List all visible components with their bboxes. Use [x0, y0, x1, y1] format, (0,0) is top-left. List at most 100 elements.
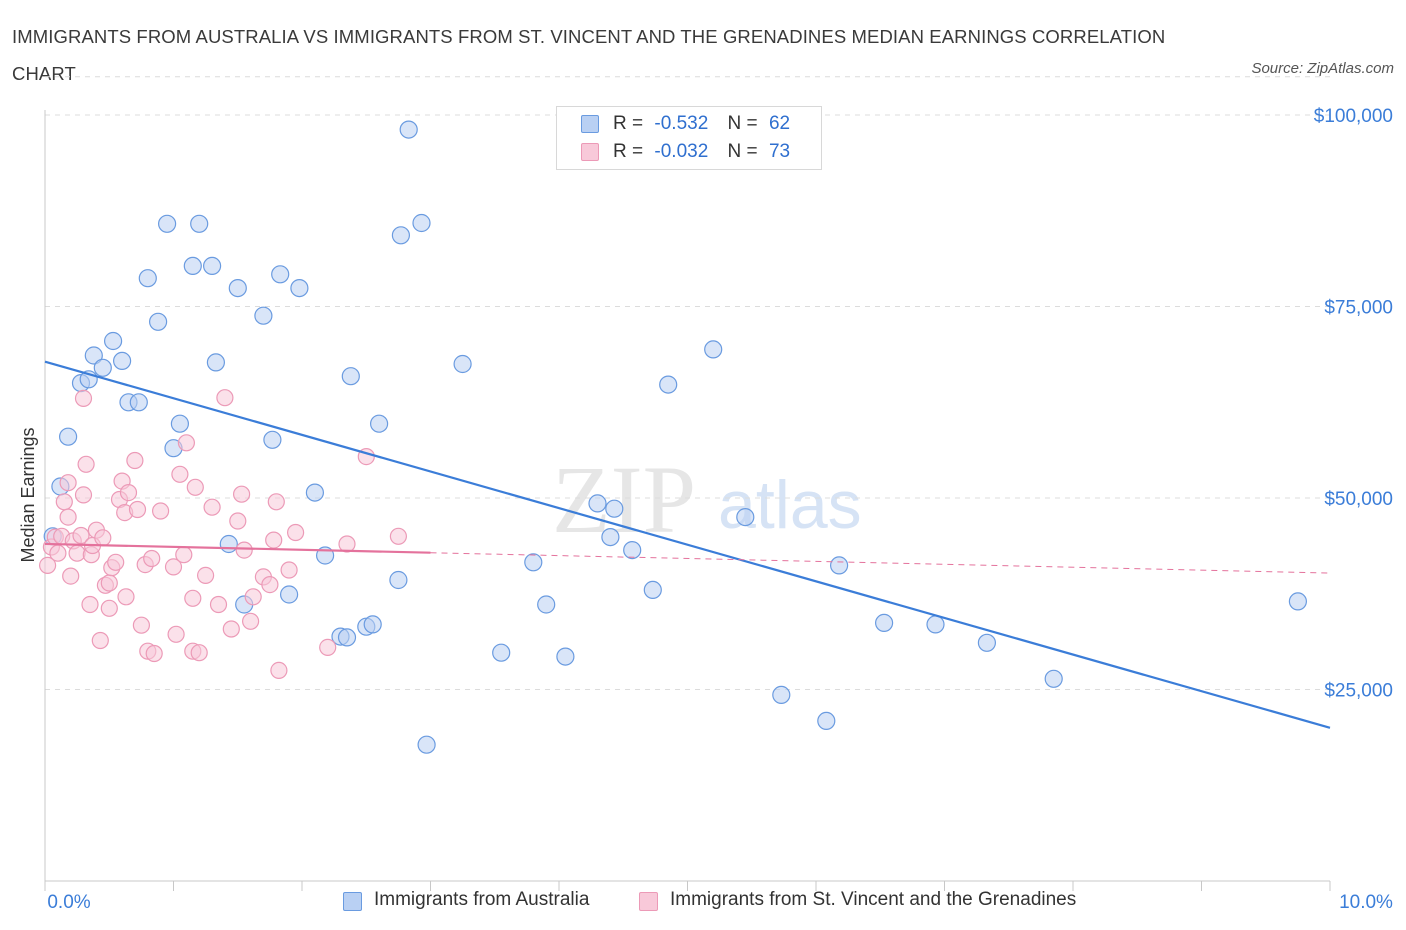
data-point — [164, 558, 183, 576]
trend-line-australia — [44, 360, 1331, 729]
axes — [44, 110, 1331, 891]
watermark-atlas: atlas — [718, 467, 862, 543]
data-point — [235, 541, 253, 559]
y-tick-label: $50,000 — [1324, 489, 1393, 510]
data-point — [117, 588, 135, 606]
data-point — [91, 631, 109, 650]
data-point — [186, 478, 204, 496]
data-point — [363, 615, 382, 634]
data-point — [244, 588, 262, 606]
data-point — [524, 553, 543, 572]
data-point — [138, 269, 157, 288]
data-point — [623, 540, 642, 560]
trend-line-st-vincent — [44, 542, 431, 554]
data-point — [492, 643, 511, 662]
data-point — [190, 644, 208, 662]
data-point — [38, 556, 57, 575]
data-point — [132, 616, 150, 634]
data-point — [267, 493, 285, 511]
data-point — [107, 553, 125, 571]
legend-n-label: N = — [727, 141, 758, 162]
series-st-vincent-points — [38, 389, 407, 680]
legend-n-value: 73 — [768, 141, 791, 162]
data-point — [271, 265, 290, 284]
data-point — [94, 529, 112, 547]
data-point — [175, 546, 193, 564]
legend-r-label: R = — [613, 113, 644, 134]
data-point — [391, 226, 410, 245]
legend-swatch-australia — [581, 115, 599, 133]
data-point — [588, 494, 607, 513]
data-points — [38, 120, 1308, 754]
data-point — [74, 486, 93, 504]
data-point — [817, 711, 836, 731]
series-australia-points — [43, 120, 1308, 754]
data-point — [197, 566, 215, 585]
data-point — [417, 735, 436, 754]
legend-swatch-australia — [343, 892, 362, 911]
data-point — [229, 512, 247, 530]
data-point — [74, 389, 93, 407]
data-point — [270, 661, 288, 680]
data-point — [228, 279, 247, 298]
data-point — [68, 544, 86, 562]
data-point — [829, 556, 849, 575]
legend-stats-australia: R = -0.532 N = 62 — [613, 113, 790, 135]
y-tick-labels: $25,000 $50,000 $75,000 $100,000 — [1314, 106, 1393, 702]
data-point — [129, 393, 148, 412]
chart-title: IMMIGRANTS FROM AUSTRALIA VS IMMIGRANTS … — [12, 26, 1166, 84]
data-point — [49, 544, 67, 562]
legend-r-label: R = — [613, 141, 644, 162]
data-point — [222, 620, 240, 638]
y-tick-label: $25,000 — [1324, 681, 1393, 702]
source-label: Source: ZipAtlas.com — [1251, 60, 1394, 77]
data-point — [601, 527, 620, 547]
trend-line-st-vincent-dashed — [430, 552, 1331, 574]
x-tick-label-min: 0.0% — [47, 892, 90, 913]
data-point — [128, 500, 147, 519]
data-point — [103, 331, 123, 351]
y-tick-label: $75,000 — [1324, 298, 1393, 319]
data-point — [1288, 592, 1308, 611]
y-axis-label: Median Earnings — [18, 427, 38, 562]
data-point — [58, 427, 78, 446]
data-point — [337, 628, 357, 647]
data-point — [265, 531, 283, 549]
data-point — [203, 498, 221, 516]
x-tick-label-max: 10.0% — [1339, 892, 1393, 913]
legend-label-st-vincent: Immigrants from St. Vincent and the Gren… — [670, 889, 1077, 910]
data-point — [643, 580, 662, 600]
data-point — [59, 508, 77, 526]
data-point — [1044, 669, 1063, 688]
data-point — [112, 351, 132, 370]
data-point — [263, 430, 282, 449]
data-point — [183, 256, 202, 275]
data-point — [152, 502, 170, 520]
legend-n-label: N = — [727, 113, 758, 134]
legend-swatch-st-vincent — [581, 143, 599, 161]
watermark-zip: ZIP — [552, 446, 696, 553]
data-point — [453, 354, 472, 374]
data-point — [184, 589, 202, 607]
stats-legend: R = -0.532 N = 62 R = -0.032 N = 73 — [556, 106, 822, 170]
data-point — [77, 455, 95, 473]
data-point — [926, 615, 945, 634]
data-point — [254, 306, 273, 325]
data-point — [149, 312, 168, 331]
data-point — [389, 527, 407, 545]
data-point — [216, 389, 234, 407]
data-point — [537, 595, 556, 614]
data-point — [605, 499, 624, 518]
data-point — [145, 644, 163, 663]
data-point — [287, 523, 305, 542]
data-point — [280, 585, 299, 604]
data-point — [209, 595, 228, 614]
legend-stats-st-vincent: R = -0.032 N = 73 — [613, 141, 790, 163]
data-point — [280, 561, 298, 579]
data-point — [412, 213, 431, 233]
watermark: ZIP atlas — [552, 446, 862, 553]
data-point — [389, 570, 408, 590]
data-point — [119, 484, 138, 502]
data-point — [736, 507, 755, 527]
